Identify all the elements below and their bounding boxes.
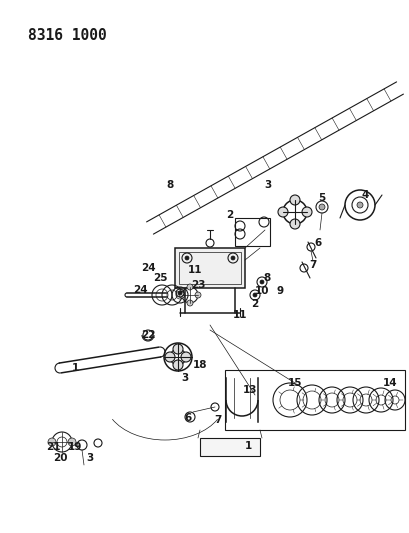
Circle shape <box>178 291 182 295</box>
Circle shape <box>230 256 234 260</box>
Text: 14: 14 <box>382 378 396 388</box>
Text: 5: 5 <box>318 193 325 203</box>
Text: 8316 1000: 8316 1000 <box>28 28 106 43</box>
Text: 6: 6 <box>184 413 191 423</box>
Circle shape <box>252 293 256 297</box>
Circle shape <box>289 219 299 229</box>
Circle shape <box>187 284 193 290</box>
Text: 24: 24 <box>133 285 147 295</box>
Text: 3: 3 <box>181 373 188 383</box>
Text: 1: 1 <box>244 441 251 451</box>
Bar <box>200 438 259 456</box>
Text: 4: 4 <box>360 190 368 200</box>
Text: 15: 15 <box>287 378 301 388</box>
Circle shape <box>68 438 76 446</box>
Text: 24: 24 <box>140 263 155 273</box>
Text: 7: 7 <box>308 260 316 270</box>
Circle shape <box>180 352 191 362</box>
Circle shape <box>356 202 362 208</box>
Circle shape <box>187 300 193 306</box>
Circle shape <box>195 292 200 298</box>
Circle shape <box>173 344 182 354</box>
Circle shape <box>259 280 263 284</box>
Text: 3: 3 <box>264 180 271 190</box>
Circle shape <box>289 195 299 205</box>
Bar <box>225 370 404 430</box>
Bar <box>175 248 245 288</box>
Bar <box>234 218 270 246</box>
Circle shape <box>184 256 189 260</box>
Text: 25: 25 <box>153 273 167 283</box>
Text: 11: 11 <box>232 310 247 320</box>
Circle shape <box>277 207 287 217</box>
Text: 2: 2 <box>226 210 233 220</box>
Circle shape <box>318 204 324 210</box>
Circle shape <box>179 292 184 298</box>
Text: 19: 19 <box>67 442 82 452</box>
Circle shape <box>301 207 311 217</box>
Text: 20: 20 <box>53 453 67 463</box>
Text: 23: 23 <box>190 280 205 290</box>
Bar <box>179 252 240 284</box>
Circle shape <box>48 438 56 446</box>
Text: 10: 10 <box>254 286 269 296</box>
Text: 22: 22 <box>140 330 155 340</box>
Text: 11: 11 <box>187 265 202 275</box>
Text: 21: 21 <box>46 442 60 452</box>
Circle shape <box>164 352 175 362</box>
Text: 3: 3 <box>86 453 93 463</box>
Text: 8: 8 <box>263 273 270 283</box>
Text: 13: 13 <box>242 385 256 395</box>
Text: 8: 8 <box>166 180 173 190</box>
Text: 6: 6 <box>314 238 321 248</box>
Text: 2: 2 <box>251 299 258 309</box>
Circle shape <box>173 360 182 370</box>
Text: 18: 18 <box>192 360 207 370</box>
Text: 7: 7 <box>214 415 221 425</box>
Text: 9: 9 <box>276 286 283 296</box>
Text: 1: 1 <box>71 363 79 373</box>
